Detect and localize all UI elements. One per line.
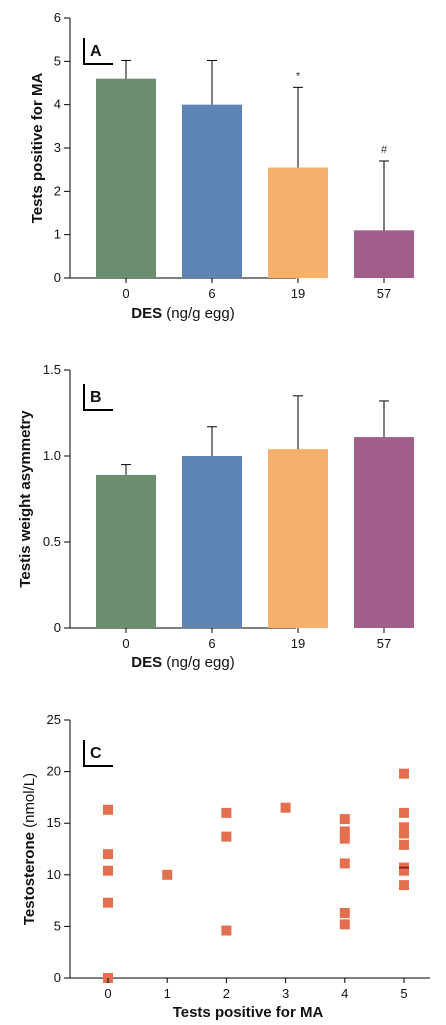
a-y-tick-label: 5: [54, 53, 61, 68]
scatter-point: [339, 814, 350, 825]
c-y-tick-label: 20: [47, 764, 61, 779]
c-x-tick-label: 2: [223, 986, 230, 1001]
c-y-tick-label: 25: [47, 712, 61, 727]
b-bar-0: [96, 474, 156, 628]
c-y-tick-label: 0: [54, 970, 61, 985]
a-x-tick-label: 19: [291, 286, 305, 301]
panel-b-x-label: DES (ng/g egg): [131, 654, 234, 671]
c-x-tick-label: 4: [341, 986, 348, 1001]
scatter-point: [339, 919, 350, 930]
scatter-point: [399, 880, 409, 891]
b-y-tick-label: 1.0: [43, 448, 61, 463]
scatter-point: [221, 807, 232, 818]
scatter-point: [221, 925, 232, 936]
b-x-tick-label: 6: [208, 636, 215, 651]
b-y-tick-label: 0: [54, 620, 61, 635]
scatter-point: [399, 807, 409, 818]
a-bar-19: [268, 167, 328, 278]
a-x-tick-label: 57: [377, 286, 391, 301]
panel-c-label-box: C: [83, 740, 113, 767]
scatter-point: [339, 858, 350, 869]
panel-a: A * # 0 1 2 3 4 5 6 0 6 19 57 Tests positive for M…: [29, 10, 414, 322]
panel-a-label-box: A: [83, 38, 113, 65]
scatter-point: [221, 831, 232, 842]
scatter-point: [103, 897, 113, 908]
a-x-tick-label: 0: [122, 286, 129, 301]
b-bar-6: [182, 456, 242, 628]
panel-a-letter: A: [90, 43, 102, 60]
a-bar-0: [96, 78, 156, 279]
panel-b-label-box: B: [83, 384, 113, 411]
a-significance-mark: #: [381, 144, 388, 156]
scatter-point: [399, 828, 409, 839]
b-y-tick-label: 1.5: [43, 362, 61, 377]
c-y-tick-label: 15: [47, 815, 61, 830]
a-significance-mark: *: [296, 70, 301, 82]
a-y-tick-label: 6: [54, 10, 61, 25]
b-bar-19: [268, 449, 328, 628]
a-y-tick-label: 4: [54, 97, 61, 112]
a-y-tick-label: 3: [54, 140, 61, 155]
b-x-tick-label: 0: [122, 636, 129, 651]
panel-b-letter: B: [90, 389, 102, 406]
panel-c-x-label: Tests positive for MA: [173, 1004, 324, 1021]
c-y-tick-label: 5: [54, 918, 61, 933]
c-x-tick-label: 0: [104, 986, 111, 1001]
a-bar-6: [182, 104, 242, 279]
a-y-tick-label: 0: [54, 270, 61, 285]
scatter-point: [399, 839, 409, 850]
scatter-point: [399, 768, 409, 779]
panel-b-y-label: Testis weight asymmetry: [17, 410, 34, 588]
panel-a-y-label: Tests positive for MA: [29, 73, 46, 224]
c-x-tick-label: 3: [282, 986, 289, 1001]
a-x-tick-label: 6: [208, 286, 215, 301]
panel-b: B 0 0.5 1.0 1.5 0 6 19 57 Testis weight asymme…: [17, 362, 414, 671]
scatter-point: [399, 822, 409, 833]
c-x-tick-label: 5: [400, 986, 407, 1001]
panel-c: C 0 5 10 15 20 25 0 1 2 3 4 5 Testosterone (nmol/L…: [21, 712, 430, 1021]
scatter-point: [280, 802, 291, 813]
a-y-tick-label: 2: [54, 183, 61, 198]
scatter-point: [103, 865, 113, 876]
scatter-point: [103, 804, 113, 815]
scatter-point: [339, 907, 350, 918]
scatter-point: [339, 826, 350, 837]
b-bar-57: [354, 437, 414, 628]
c-x-tick-label: 1: [164, 986, 171, 1001]
scatter-point: [339, 833, 350, 844]
panel-a-x-label: DES (ng/g egg): [131, 305, 234, 322]
b-y-tick-label: 0.5: [43, 534, 61, 549]
b-x-tick-label: 19: [291, 636, 305, 651]
panel-c-letter: C: [90, 745, 102, 762]
scatter-point: [103, 849, 113, 860]
scatter-point: [162, 869, 173, 880]
c-y-tick-label: 10: [47, 867, 61, 882]
panel-c-y-label: Testosterone (nmol/L): [21, 773, 38, 925]
b-x-tick-label: 57: [377, 636, 391, 651]
scatter-point: [399, 865, 409, 876]
a-bar-57: [354, 230, 414, 278]
a-y-tick-label: 1: [54, 227, 61, 242]
